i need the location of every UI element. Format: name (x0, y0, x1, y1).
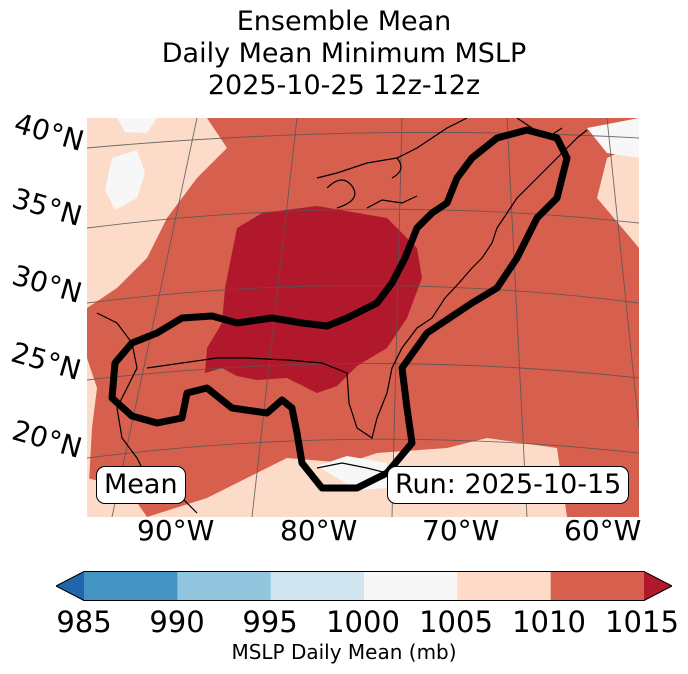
colorbar-tick: 1000 (326, 605, 400, 639)
colorbar-bin (270, 571, 365, 601)
colorbar-label: MSLP Daily Mean (mb) (231, 640, 457, 664)
lon-label-60w: 60°W (564, 514, 642, 547)
colorbar-tick: 1015 (605, 605, 679, 639)
colorbar (56, 571, 672, 601)
lat-label-30: 30°N (8, 258, 86, 310)
lat-label-25: 25°N (7, 335, 85, 387)
field-1000-1005-northeast (587, 118, 639, 158)
mslp-map: Mean Run: 2025-10-15 (87, 118, 639, 517)
field-1000-1005-northwest (117, 118, 157, 133)
colorbar-bin (457, 571, 552, 601)
colorbar-bin (177, 571, 272, 601)
lon-label-90w: 90°W (137, 514, 215, 547)
title-line-1: Ensemble Mean (236, 6, 452, 37)
field-1000-1005-west (105, 150, 145, 210)
colorbar-tick: 1010 (512, 605, 586, 639)
mean-badge: Mean (96, 466, 186, 504)
colorbar-bin (364, 571, 458, 601)
lat-label-35: 35°N (8, 181, 86, 233)
lat-label-40: 40°N (10, 106, 88, 158)
colorbar-tick: 1005 (419, 605, 493, 639)
colorbar-tick: 995 (242, 605, 298, 639)
colorbar-bin (84, 571, 178, 601)
colorbar-bin (550, 571, 645, 601)
colorbar-tick: 990 (149, 605, 205, 639)
lat-label-20: 20°N (8, 413, 86, 465)
colorbar-tick: 985 (56, 605, 112, 639)
colorbar-bin (644, 571, 672, 601)
mean-contour (108, 126, 571, 492)
run-date-badge: Run: 2025-10-15 (387, 466, 630, 504)
map-canvas (87, 118, 639, 517)
field-above-1015 (205, 206, 422, 393)
lon-label-80w: 80°W (280, 514, 358, 547)
colorbar-bin (56, 571, 84, 601)
title-line-2: Daily Mean Minimum MSLP (161, 38, 527, 69)
title-line-3: 2025-10-25 12z-12z (207, 70, 481, 101)
colorbar-outline (56, 571, 672, 601)
lon-label-70w: 70°W (422, 514, 500, 547)
